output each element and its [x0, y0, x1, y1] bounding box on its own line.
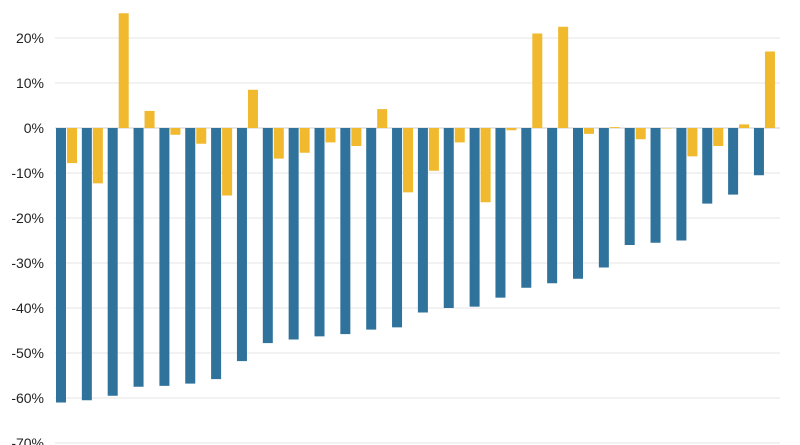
bar-blue — [469, 128, 480, 307]
y-tick-label: -70% — [11, 435, 44, 445]
bar-yellow — [377, 109, 388, 128]
bar-blue — [624, 128, 635, 245]
bar-blue — [676, 128, 687, 241]
y-tick-label: 10% — [16, 75, 44, 91]
bar-blue — [728, 128, 739, 195]
bar-blue — [547, 128, 558, 284]
bar-blue — [495, 128, 506, 298]
bar-blue — [314, 128, 325, 337]
bar-blue — [521, 128, 532, 288]
bar-yellow — [558, 26, 569, 128]
y-tick-label: 20% — [16, 30, 44, 46]
bar-yellow — [609, 127, 620, 128]
bar-yellow — [403, 128, 414, 193]
bar-yellow — [428, 128, 439, 171]
bar-blue — [753, 128, 764, 176]
bar-yellow — [635, 128, 646, 140]
bar-blue — [443, 128, 454, 308]
y-tick-label: -20% — [11, 210, 44, 226]
bar-yellow — [92, 128, 103, 184]
bar-yellow — [454, 128, 465, 143]
bar-blue — [366, 128, 377, 330]
bar-yellow — [506, 128, 517, 131]
bar-yellow — [661, 128, 672, 129]
bar-blue — [288, 128, 299, 340]
bar-yellow — [170, 128, 181, 135]
bar-yellow — [67, 128, 77, 164]
bars — [56, 13, 775, 403]
y-axis: 20% 10% 0% -10% -20% -30% -40% -50% -60% -70% — [11, 30, 44, 445]
bar-blue — [702, 128, 713, 204]
bar-yellow — [687, 128, 698, 157]
bar-yellow — [739, 124, 750, 128]
bar-yellow — [247, 89, 258, 128]
bar-yellow — [299, 128, 310, 153]
bar-blue — [159, 128, 170, 386]
bar-blue — [81, 128, 92, 401]
bar-blue — [598, 128, 609, 268]
bar-blue — [56, 128, 66, 403]
bar-blue — [133, 128, 144, 387]
bar-yellow — [764, 51, 775, 128]
bar-yellow — [351, 128, 362, 146]
y-tick-label: -50% — [11, 345, 44, 361]
bar-yellow — [532, 33, 543, 128]
y-tick-label: 0% — [24, 120, 44, 136]
bar-yellow — [713, 128, 724, 146]
bar-yellow — [273, 128, 284, 159]
bar-yellow — [584, 128, 594, 134]
bar-blue — [185, 128, 196, 384]
y-tick-label: -40% — [11, 300, 44, 316]
bar-yellow — [222, 128, 233, 196]
bar-blue — [573, 128, 583, 279]
bar-blue — [262, 128, 273, 344]
bar-blue — [340, 128, 351, 335]
bar-blue — [236, 128, 247, 362]
y-tick-label: -10% — [11, 165, 44, 181]
bar-yellow — [325, 128, 336, 143]
y-tick-label: -30% — [11, 255, 44, 271]
bar-blue — [392, 128, 403, 328]
y-tick-label: -60% — [11, 390, 44, 406]
bar-blue — [417, 128, 428, 313]
bar-blue — [650, 128, 661, 243]
bar-yellow — [196, 128, 207, 144]
bar-blue — [107, 128, 118, 396]
bar-yellow — [480, 128, 491, 203]
bar-yellow — [144, 110, 155, 128]
bar-yellow — [118, 13, 129, 128]
bar-blue — [211, 128, 222, 380]
